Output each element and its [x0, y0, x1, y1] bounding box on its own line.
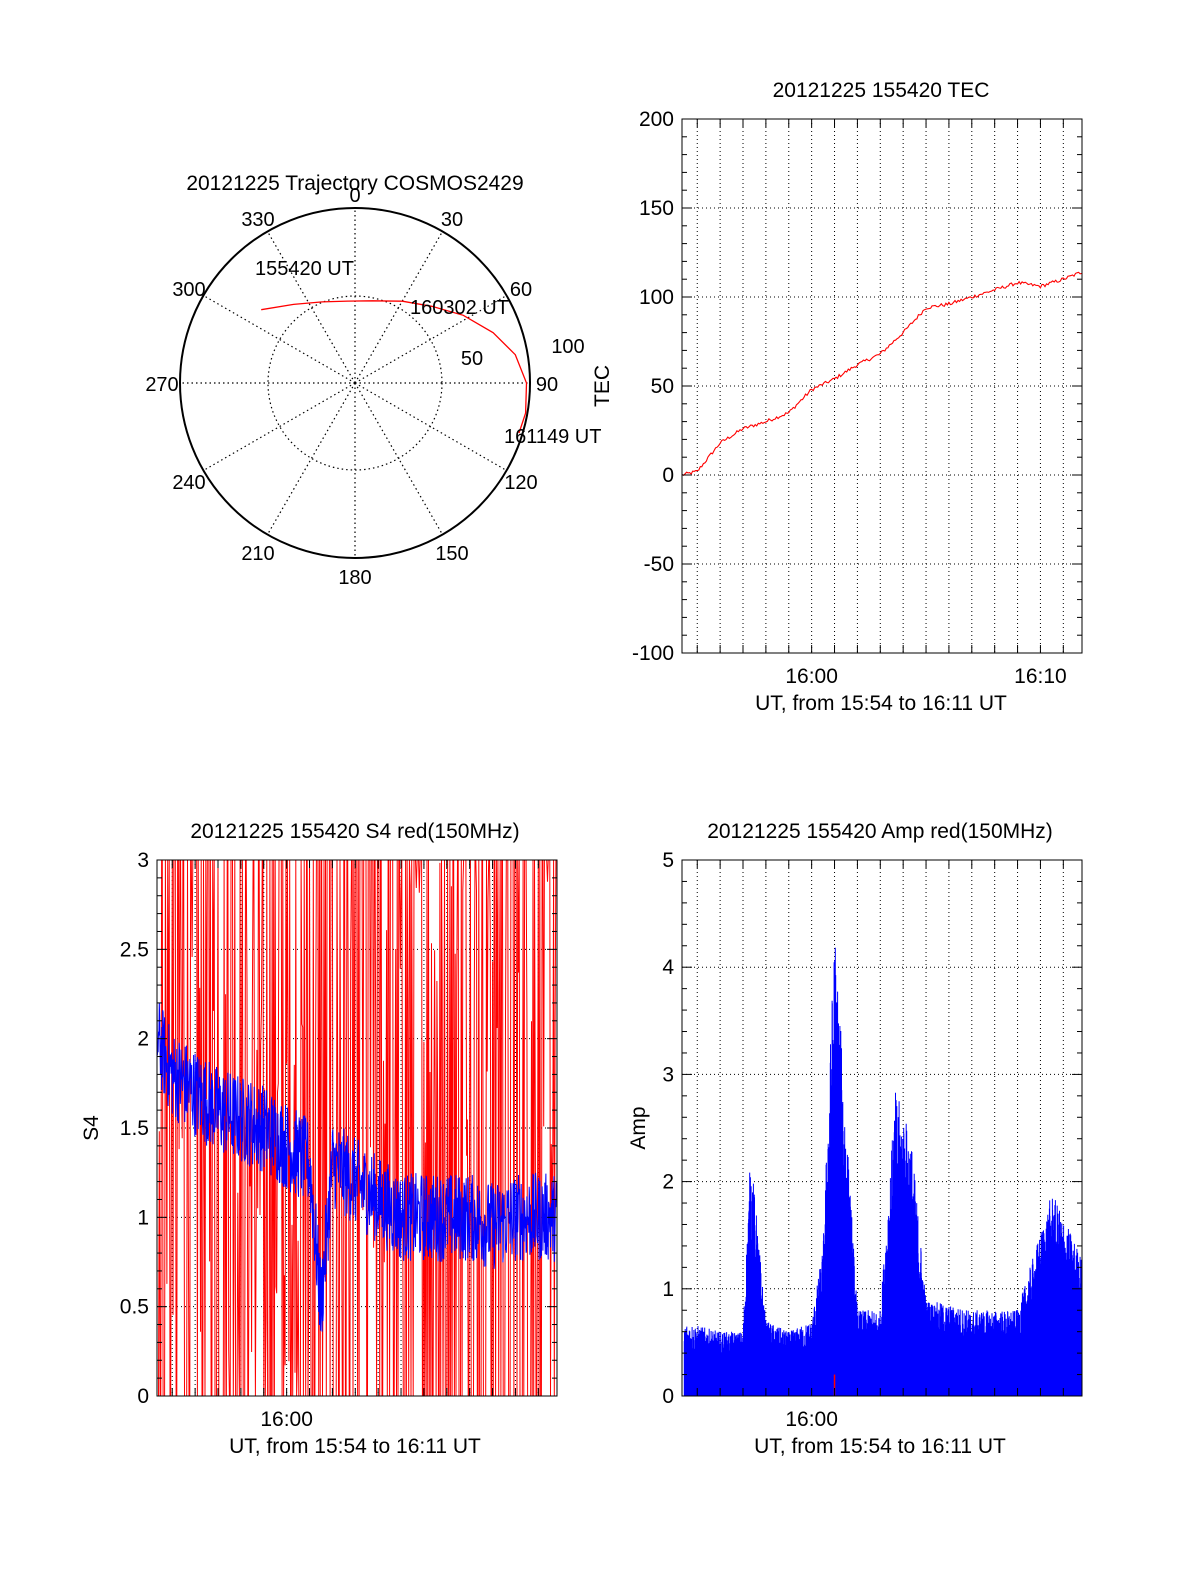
- azimuth-labels: 0 30 60 90 120 150 180 210 240 270 300 330: [145, 185, 558, 589]
- polar-outer-circle: [179, 207, 531, 559]
- tec-x-tick-labels: 16:00 16:10: [785, 665, 1066, 688]
- amp-y-axis-label: Amp: [627, 1106, 650, 1149]
- s4-x-tick-labels: 16:00: [260, 1408, 313, 1431]
- polar-spoke: [203, 294, 356, 384]
- polar-spoke: [266, 382, 356, 535]
- amp-y-tick-label: 3: [662, 1063, 674, 1086]
- s4-y-tick-label: 2.5: [120, 938, 149, 961]
- amp-series: [683, 947, 1083, 1396]
- tec-y-tick-label: 0: [662, 464, 674, 487]
- azimuth-label: 90: [536, 374, 558, 396]
- azimuth-label: 120: [504, 472, 537, 494]
- tec-series: [681, 271, 1082, 476]
- amp-y-tick-label: 4: [662, 956, 674, 979]
- tec-series-line: [681, 271, 1082, 476]
- azimuth-label: 300: [172, 279, 205, 301]
- amp-ticks: [682, 859, 1082, 1397]
- tec-y-tick-labels: 200 150 100 50 0 -50 -100: [632, 108, 674, 665]
- tec-y-tick-label: 100: [639, 286, 674, 309]
- annotation-start-time: 155420 UT: [255, 258, 354, 280]
- ring-label-50: 50: [461, 348, 483, 370]
- s4-series-line: [156, 1002, 558, 1332]
- azimuth-label: 30: [441, 209, 463, 231]
- tec-gridlines: [682, 119, 1082, 653]
- s4-y-tick-label: 0: [137, 1385, 149, 1408]
- azimuth-label: 330: [241, 209, 274, 231]
- polar-spoke: [203, 382, 356, 472]
- s4-y-axis-label: S4: [80, 1115, 103, 1141]
- amp-title: 20121225 155420 Amp red(150MHz): [707, 820, 1053, 843]
- tec-plot: 20121225 155420 TEC 200150100500-50-100 …: [591, 79, 1083, 715]
- polar-title: 20121225 Trajectory COSMOS2429: [186, 172, 523, 195]
- ring-label-100: 100: [551, 336, 584, 358]
- s4-x-axis-label: UT, from 15:54 to 16:11 UT: [229, 1435, 481, 1458]
- amp-series-bars: [683, 947, 1083, 1396]
- s4-y-tick-label: 1.5: [120, 1117, 149, 1140]
- annotation-mid-time: 160302 UT: [410, 297, 509, 319]
- amp-x-axis-label: UT, from 15:54 to 16:11 UT: [754, 1435, 1006, 1458]
- tec-x-axis-label: UT, from 15:54 to 16:11 UT: [755, 692, 1007, 715]
- tec-ticks: [682, 118, 1082, 654]
- azimuth-label: 270: [145, 374, 178, 396]
- tec-x-tick-label: 16:10: [1014, 665, 1067, 688]
- amp-y-tick-label: 1: [662, 1278, 674, 1301]
- trajectory-line: [261, 300, 528, 434]
- s4-y-tick-label: 2: [137, 1028, 149, 1051]
- tec-y-tick-label: -100: [632, 642, 674, 665]
- tec-title: 20121225 155420 TEC: [773, 79, 990, 102]
- tec-y-tick-label: 150: [639, 197, 674, 220]
- amp-y-tick-label: 0: [662, 1385, 674, 1408]
- s4-series-line: [157, 859, 557, 1397]
- amp-y-tick-label: 5: [662, 849, 674, 872]
- azimuth-label: 180: [338, 567, 371, 589]
- amp-y-tick-labels: 5 4 3 2 1 0: [662, 849, 674, 1408]
- tec-x-tick-label: 16:00: [785, 665, 838, 688]
- s4-x-tick-label: 16:00: [260, 1408, 313, 1431]
- annotation-end-time: 161149 UT: [504, 426, 601, 448]
- amp-gridlines: [682, 860, 1082, 1396]
- azimuth-label: 240: [172, 472, 205, 494]
- s4-y-tick-label: 1: [137, 1206, 149, 1229]
- s4-ticks: [157, 859, 557, 1397]
- azimuth-label: 0: [349, 185, 360, 207]
- tec-y-tick-label: -50: [644, 553, 674, 576]
- amp-plot: 20121225 155420 Amp red(150MHz) 5 4 3 2 1 0 1…: [627, 820, 1083, 1458]
- s4-plot: 20121225 155420 S4 red(150MHz) 3 2.5 2 1.5 1…: [80, 820, 558, 1458]
- azimuth-label: 150: [435, 543, 468, 565]
- s4-title: 20121225 155420 S4 red(150MHz): [190, 820, 519, 843]
- amp-plot-frame: [681, 859, 1083, 1397]
- s4-y-tick-label: 0.5: [120, 1296, 149, 1319]
- s4-y-tick-labels: 3 2.5 2 1.5 1 0.5 0: [120, 849, 149, 1408]
- tec-y-tick-label: 50: [651, 375, 674, 398]
- amp-x-tick-labels: 16:00: [785, 1408, 838, 1431]
- azimuth-label: 60: [510, 279, 532, 301]
- tec-y-axis-label: TEC: [591, 365, 614, 407]
- amp-x-tick-label: 16:00: [785, 1408, 838, 1431]
- polar-spoke: [266, 231, 356, 384]
- azimuth-label: 210: [241, 543, 274, 565]
- s4-y-tick-label: 3: [137, 849, 149, 872]
- amp-y-tick-label: 2: [662, 1171, 674, 1194]
- tec-y-tick-label: 200: [639, 108, 674, 131]
- polar-trajectory-plot: 20121225 Trajectory COSMOS2429 0 30 60 90 12…: [145, 172, 601, 589]
- polar-grid: [180, 208, 530, 558]
